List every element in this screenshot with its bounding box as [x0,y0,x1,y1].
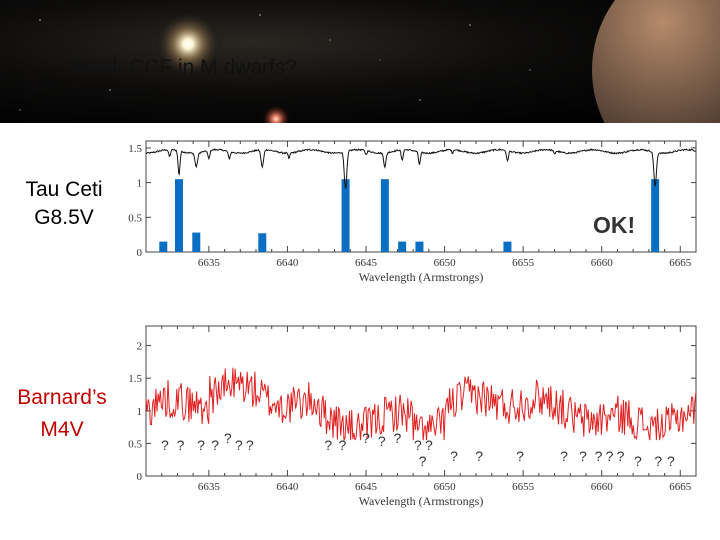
x-tick-label: 6665 [669,481,692,493]
mask-line-bar [415,241,424,252]
unmatched-mask-question-mark: ? [362,430,370,446]
x-tick-label: 6640 [276,481,299,493]
y-tick-label: 1.5 [128,373,142,385]
unmatched-mask-question-mark: ? [579,448,587,464]
x-axis-label: Wavelength (Armstrongs) [359,270,484,284]
unmatched-mask-question-mark: ? [595,448,603,464]
unmatched-mask-question-mark: ? [606,448,614,464]
unmatched-mask-question-mark: ? [450,448,458,464]
unmatched-mask-question-mark: ? [516,448,524,464]
tau-ceti-spectrum-line [145,148,697,189]
x-tick-label: 6655 [512,481,535,493]
unmatched-mask-question-mark: ? [224,430,232,446]
unmatched-mask-question-mark: ? [419,453,427,469]
slide-title: Mask CCF in M dwarfs? [73,56,298,79]
x-tick-label: 6640 [276,257,299,269]
unmatched-mask-question-mark: ? [414,437,422,453]
mask-line-bar [380,179,389,252]
unmatched-mask-question-mark: ? [394,430,402,446]
unmatched-mask-question-mark: ? [324,437,332,453]
unmatched-mask-question-mark: ? [667,453,675,469]
unmatched-mask-question-mark: ? [246,437,254,453]
tau-ceti-name: Tau Ceti [25,178,103,201]
unmatched-mask-question-mark: ? [339,437,347,453]
mask-line-bar [398,241,407,252]
unmatched-mask-question-mark: ? [211,437,219,453]
y-tick-label: 0.5 [128,438,142,450]
mask-line-bar [503,241,512,252]
unmatched-mask-question-mark: ? [378,433,386,449]
x-tick-label: 6650 [434,481,457,493]
y-tick-label: 1 [137,406,143,418]
unmatched-mask-question-mark: ? [425,437,433,453]
mask-line-bar [159,241,168,252]
unmatched-mask-question-mark: ? [161,437,169,453]
mask-line-bar [175,179,183,252]
unmatched-mask-question-mark: ? [560,448,568,464]
unmatched-mask-question-mark: ? [235,437,243,453]
x-tick-label: 6645 [355,481,378,493]
x-tick-label: 6660 [591,481,614,493]
x-tick-label: 6635 [198,257,221,269]
unmatched-mask-question-mark: ? [475,448,483,464]
mask-line-bar [258,233,267,252]
unmatched-mask-question-mark: ? [634,453,642,469]
y-tick-label: 1.5 [128,143,142,155]
barnards-spectrum-line [145,367,697,443]
barnards-name: Barnard’s [17,386,107,409]
x-tick-label: 6635 [198,481,221,493]
x-axis-label: Wavelength (Armstrongs) [359,494,484,508]
x-tick-label: 6650 [434,257,457,269]
unmatched-mask-question-mark: ? [197,437,205,453]
tau-ceti-spectral-type: G8.5V [34,206,94,229]
unmatched-mask-question-mark: ? [654,453,662,469]
x-tick-label: 6660 [591,257,614,269]
x-tick-label: 6665 [669,257,692,269]
y-tick-label: 2 [137,341,143,353]
y-tick-label: 0.5 [128,212,142,224]
y-tick-label: 1 [137,178,143,190]
unmatched-mask-question-mark: ? [617,448,625,464]
mask-line-bar [192,232,201,252]
title-banner: Mask CCF in M dwarfs? [0,0,720,123]
mask-line-bar [651,179,660,252]
space-background-image [0,0,720,123]
x-tick-label: 6655 [512,257,535,269]
x-tick-label: 6645 [355,257,378,269]
barnards-spectral-type: M4V [40,418,84,441]
mask-line-bar [341,179,350,252]
ok-verdict-label: OK! [593,212,636,238]
tau-ceti-spectrum-chart: 0 0.5 1 1.5 6635 6640 6645 6650 6655 6660 6665 Wave… [128,140,697,284]
y-tick-label: 0 [137,247,143,259]
unmatched-mask-question-mark: ? [177,437,185,453]
y-tick-label: 0 [137,471,143,483]
